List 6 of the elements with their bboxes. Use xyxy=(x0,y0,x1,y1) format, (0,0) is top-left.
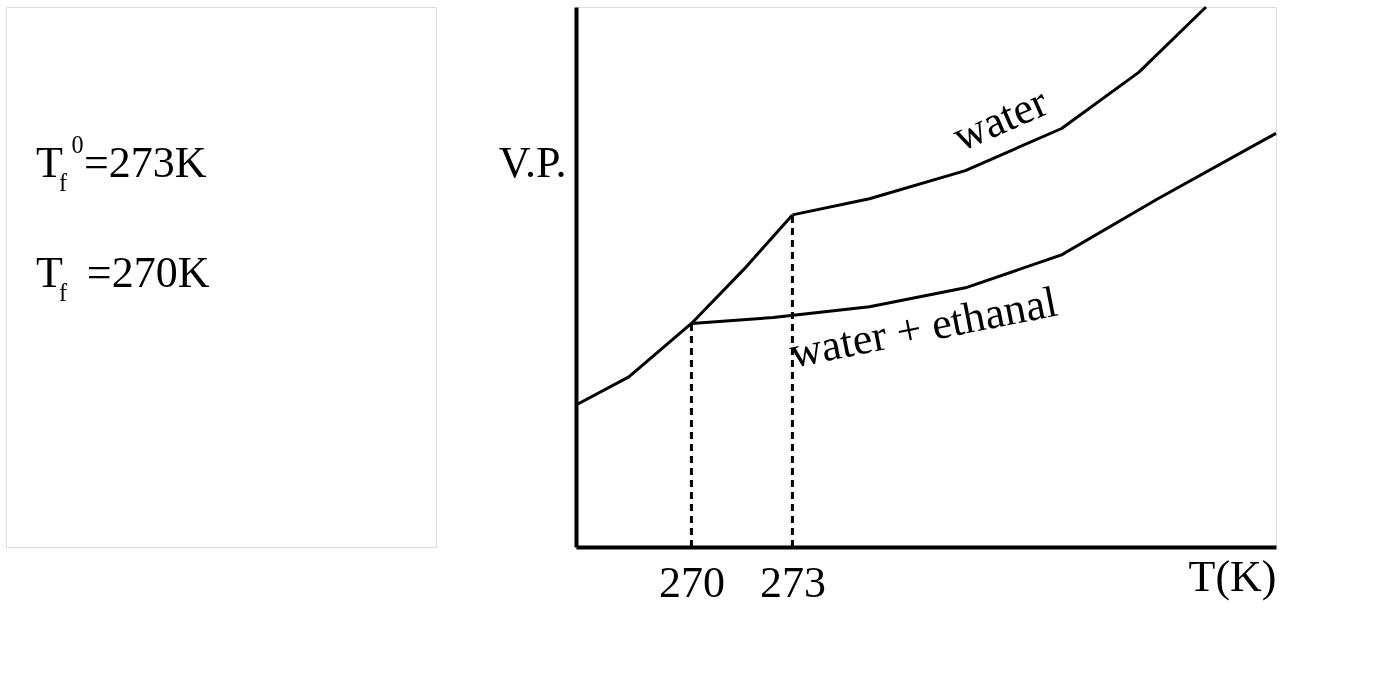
text: water xyxy=(945,76,1055,161)
x-tick-label: 270 xyxy=(658,557,725,607)
text: water + ethanal xyxy=(785,276,1062,378)
x-tick-label: 273 xyxy=(759,557,826,607)
x-axis-title: T(K) xyxy=(1188,551,1277,601)
y-axis-title: V.P. xyxy=(498,137,567,187)
